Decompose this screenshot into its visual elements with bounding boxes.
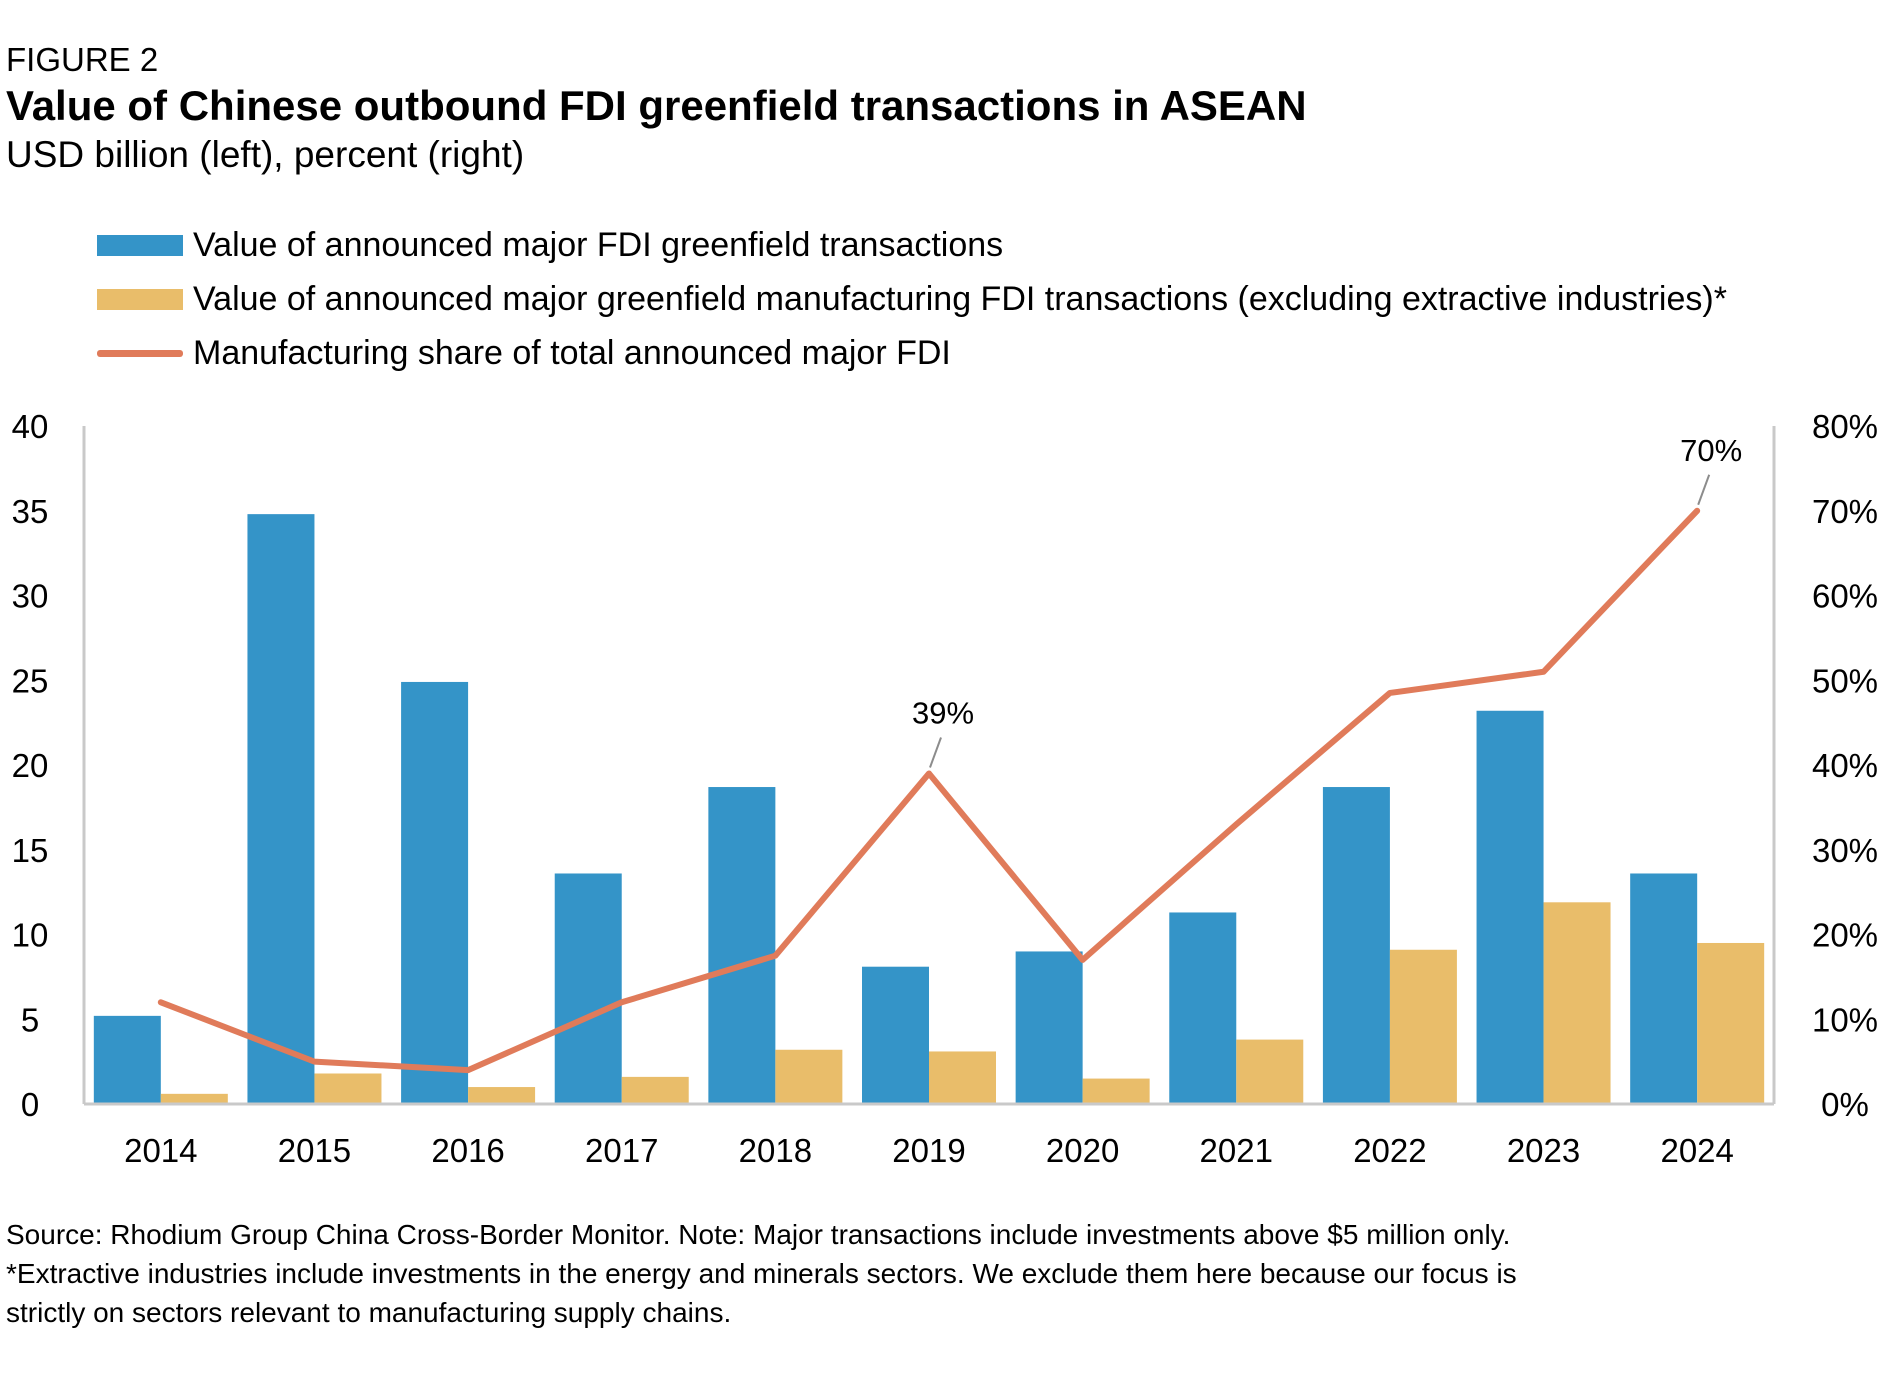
right-axis-tick-label: 20%	[1812, 917, 1878, 954]
bar-total-fdi	[708, 787, 776, 1104]
bar-manufacturing-fdi	[1236, 1039, 1304, 1104]
right-axis-tick-label: 0%	[1821, 1086, 1869, 1123]
chart-title: Value of Chinese outbound FDI greenfield…	[6, 82, 1307, 129]
left-axis-tick-label: 40	[12, 408, 49, 445]
chart-footer: Source: Rhodium Group China Cross-Border…	[6, 1215, 1876, 1332]
legend-label-manufacturing-share: Manufacturing share of total announced m…	[193, 333, 951, 372]
left-axis-tick-label: 5	[21, 1001, 39, 1038]
line-point-manufacturing-share	[159, 1001, 162, 1004]
left-axis-tick-label: 10	[12, 917, 49, 954]
x-axis-tick-label: 2023	[1507, 1132, 1580, 1169]
bar-total-fdi	[1169, 912, 1237, 1104]
right-axis-tick-label: 10%	[1812, 1001, 1878, 1038]
x-axis-tick-label: 2014	[124, 1132, 197, 1169]
line-point-manufacturing-share	[1081, 958, 1084, 961]
x-axis-tick-label: 2021	[1200, 1132, 1273, 1169]
line-point-manufacturing-share	[774, 954, 777, 957]
legend-item-total-fdi: Value of announced major FDI greenfield …	[97, 218, 1727, 272]
bar-manufacturing-fdi	[621, 1076, 689, 1104]
bar-manufacturing-fdi	[1697, 942, 1765, 1104]
bar-manufacturing-fdi	[1389, 949, 1457, 1104]
annotation-leader-line	[929, 737, 942, 768]
legend-item-manufacturing-share: Manufacturing share of total announced m…	[97, 326, 1727, 380]
right-axis-tick-label: 30%	[1812, 832, 1878, 869]
bar-manufacturing-fdi	[1543, 902, 1611, 1104]
left-axis-tick-label: 15	[12, 832, 49, 869]
legend-label-manufacturing-fdi: Value of announced major greenfield manu…	[193, 279, 1727, 318]
left-axis-tick-label: 20	[12, 747, 49, 784]
chart-header: FIGURE 2 Value of Chinese outbound FDI g…	[6, 40, 1307, 178]
x-axis-tick-label: 2019	[892, 1132, 965, 1169]
legend-item-manufacturing-fdi: Value of announced major greenfield manu…	[97, 272, 1727, 326]
bar-manufacturing-fdi	[160, 1093, 228, 1104]
left-axis-tick-label: 30	[12, 578, 49, 615]
right-axis-tick-label: 50%	[1812, 662, 1878, 699]
line-point-manufacturing-share	[1542, 670, 1545, 673]
x-axis-tick-label: 2020	[1046, 1132, 1119, 1169]
x-axis-tick-label: 2022	[1353, 1132, 1426, 1169]
left-axis-tick-label: 0	[21, 1086, 39, 1123]
line-point-manufacturing-share	[1696, 509, 1699, 512]
chart-subtitle: USD billion (left), percent (right)	[6, 134, 525, 175]
bar-total-fdi	[1322, 787, 1390, 1104]
x-axis-tick-label: 2016	[431, 1132, 504, 1169]
footer-extractive-note: *Extractive industries include investmen…	[6, 1258, 1517, 1289]
bar-total-fdi	[554, 873, 622, 1104]
annotation-label: 70%	[1680, 433, 1742, 468]
right-axis-tick-label: 70%	[1812, 493, 1878, 530]
line-point-manufacturing-share	[928, 772, 930, 775]
bar-total-fdi	[862, 966, 929, 1104]
bar-manufacturing-fdi	[775, 1049, 843, 1104]
footer-extractive-note-cont: strictly on sectors relevant to manufact…	[6, 1297, 732, 1328]
left-axis-tick-label: 35	[12, 493, 49, 530]
line-point-manufacturing-share	[620, 1001, 623, 1004]
annotation-label: 39%	[912, 695, 974, 730]
left-axis-tick-label: 25	[12, 662, 49, 699]
bar-total-fdi	[1015, 951, 1083, 1104]
x-axis-tick-label: 2024	[1660, 1132, 1733, 1169]
bar-manufacturing-fdi	[314, 1073, 382, 1104]
line-point-manufacturing-share	[467, 1069, 470, 1072]
bar-manufacturing-fdi	[468, 1087, 536, 1104]
right-axis-tick-label: 60%	[1812, 578, 1878, 615]
bar-total-fdi	[401, 681, 469, 1104]
bar-total-fdi	[93, 1015, 161, 1104]
right-axis-tick-label: 80%	[1812, 408, 1878, 445]
x-axis-tick-label: 2018	[739, 1132, 812, 1169]
legend-swatch-manufacturing-share	[97, 349, 183, 357]
chart-legend: Value of announced major FDI greenfield …	[97, 218, 1727, 380]
line-point-manufacturing-share	[1235, 823, 1238, 826]
footer-source-note: Source: Rhodium Group China Cross-Border…	[6, 1219, 1511, 1250]
line-manufacturing-share	[157, 507, 1701, 1074]
legend-label-total-fdi: Value of announced major FDI greenfield …	[193, 225, 1004, 264]
legend-swatch-manufacturing-fdi	[97, 288, 183, 310]
bar-total-fdi	[1476, 710, 1544, 1104]
right-axis-tick-label: 40%	[1812, 747, 1878, 784]
line-point-manufacturing-share	[1388, 691, 1391, 694]
bar-manufacturing-fdi	[929, 1051, 996, 1104]
x-axis-tick-label: 2015	[278, 1132, 351, 1169]
bar-total-fdi	[247, 514, 315, 1104]
legend-swatch-total-fdi	[97, 234, 183, 256]
x-axis-tick-label: 2017	[585, 1132, 658, 1169]
annotation-leader-line	[1697, 474, 1711, 506]
bar-total-fdi	[1630, 873, 1698, 1104]
figure-label: FIGURE 2	[6, 41, 159, 78]
line-point-manufacturing-share	[313, 1060, 316, 1063]
bar-manufacturing-fdi	[1082, 1078, 1150, 1104]
